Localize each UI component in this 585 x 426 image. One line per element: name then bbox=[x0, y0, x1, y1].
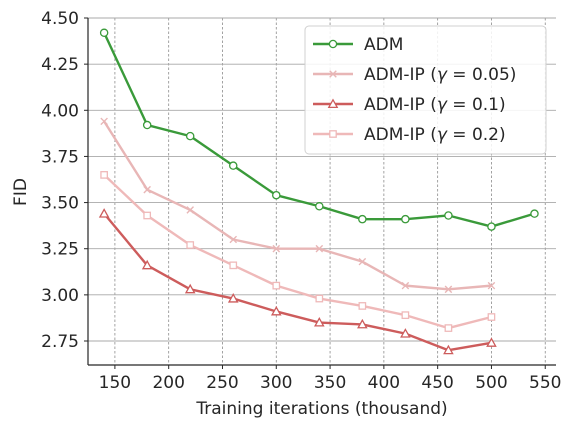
data-point bbox=[487, 281, 496, 290]
data-point bbox=[272, 190, 281, 200]
data-point bbox=[358, 257, 367, 266]
data-point bbox=[314, 317, 325, 327]
series-2 bbox=[98, 208, 497, 355]
x-tick-label: 200 bbox=[152, 373, 184, 393]
data-point bbox=[401, 281, 410, 290]
y-tick-label: 3.00 bbox=[41, 286, 79, 306]
data-point bbox=[270, 305, 282, 316]
legend-item: ADM bbox=[313, 35, 403, 55]
legend-marker bbox=[329, 130, 337, 138]
legend-label: ADM bbox=[364, 35, 403, 55]
data-point bbox=[444, 211, 453, 220]
y-tick-label: 3.25 bbox=[41, 240, 79, 260]
data-point bbox=[98, 208, 110, 218]
data-point bbox=[186, 241, 195, 249]
data-point bbox=[486, 337, 497, 347]
x-axis-label: Training iterations (thousand) bbox=[195, 399, 447, 419]
axes bbox=[84, 17, 556, 369]
data-series bbox=[98, 28, 539, 355]
data-point bbox=[400, 328, 411, 338]
y-tick-label: 4.50 bbox=[41, 9, 79, 29]
series-line bbox=[103, 120, 492, 291]
data-point bbox=[184, 283, 196, 294]
x-tick-label: 500 bbox=[475, 373, 507, 393]
data-point bbox=[358, 214, 367, 224]
data-point bbox=[100, 117, 108, 126]
legend-item: ADM-IP (γ = 0.1) bbox=[313, 95, 506, 115]
y-tick-label: 3.50 bbox=[41, 194, 79, 214]
legend-label: ADM-IP (γ = 0.05) bbox=[364, 65, 516, 85]
data-point bbox=[185, 131, 195, 141]
y-tick-label: 4.00 bbox=[41, 101, 79, 121]
data-point bbox=[143, 211, 152, 220]
legend-marker bbox=[328, 39, 338, 49]
data-point bbox=[229, 235, 238, 244]
series-1 bbox=[100, 117, 496, 294]
data-point bbox=[143, 185, 151, 194]
data-point bbox=[315, 294, 324, 303]
legend-item: ADM-IP (γ = 0.05) bbox=[313, 65, 516, 85]
series-3 bbox=[100, 171, 496, 332]
data-point bbox=[358, 302, 367, 310]
x-tick-label: 450 bbox=[421, 373, 453, 393]
data-point bbox=[487, 313, 496, 321]
legend: ADM ADM-IP (γ = 0.05) ADM-IP (γ = 0.1) ADM-… bbox=[304, 25, 547, 155]
data-point bbox=[444, 324, 453, 332]
data-point bbox=[228, 161, 238, 170]
data-point bbox=[401, 214, 410, 224]
series-0 bbox=[99, 28, 539, 231]
data-point bbox=[315, 244, 324, 253]
series-line bbox=[103, 174, 492, 330]
data-point bbox=[186, 206, 195, 214]
legend-box bbox=[304, 25, 547, 155]
data-point bbox=[272, 281, 281, 290]
x-tick-label: 550 bbox=[529, 373, 561, 393]
x-tick-label: 300 bbox=[260, 373, 292, 393]
y-tick-label: 3.75 bbox=[41, 147, 79, 167]
data-point bbox=[100, 171, 108, 179]
y-axis-label: FID bbox=[11, 178, 31, 206]
data-point bbox=[357, 318, 368, 329]
y-tick-label: 2.75 bbox=[41, 332, 79, 352]
data-point bbox=[487, 222, 496, 231]
legend-label: ADM-IP (γ = 0.2) bbox=[364, 125, 506, 145]
data-point bbox=[99, 28, 109, 38]
data-point bbox=[530, 209, 539, 218]
series-line bbox=[103, 212, 492, 352]
data-point bbox=[401, 311, 410, 320]
data-point bbox=[229, 261, 238, 270]
data-point bbox=[272, 244, 281, 253]
legend-marker bbox=[329, 70, 337, 78]
y-tick-label: 4.25 bbox=[41, 55, 79, 75]
tick-labels: 150 200 250 300 350 400 450 500 550 2.75 3.00 3.25 3… bbox=[41, 9, 561, 393]
data-point bbox=[141, 259, 153, 270]
legend-marker bbox=[327, 98, 339, 109]
x-tick-label: 350 bbox=[314, 373, 346, 393]
x-tick-label: 150 bbox=[99, 373, 131, 393]
data-point bbox=[142, 120, 152, 130]
data-point bbox=[227, 293, 239, 303]
data-point bbox=[444, 285, 453, 294]
x-tick-label: 400 bbox=[368, 373, 400, 393]
data-point bbox=[315, 202, 324, 211]
legend-label: ADM-IP (γ = 0.1) bbox=[364, 95, 506, 115]
x-tick-label: 250 bbox=[206, 373, 238, 393]
legend-item: ADM-IP (γ = 0.2) bbox=[313, 125, 506, 145]
data-point bbox=[443, 344, 454, 355]
